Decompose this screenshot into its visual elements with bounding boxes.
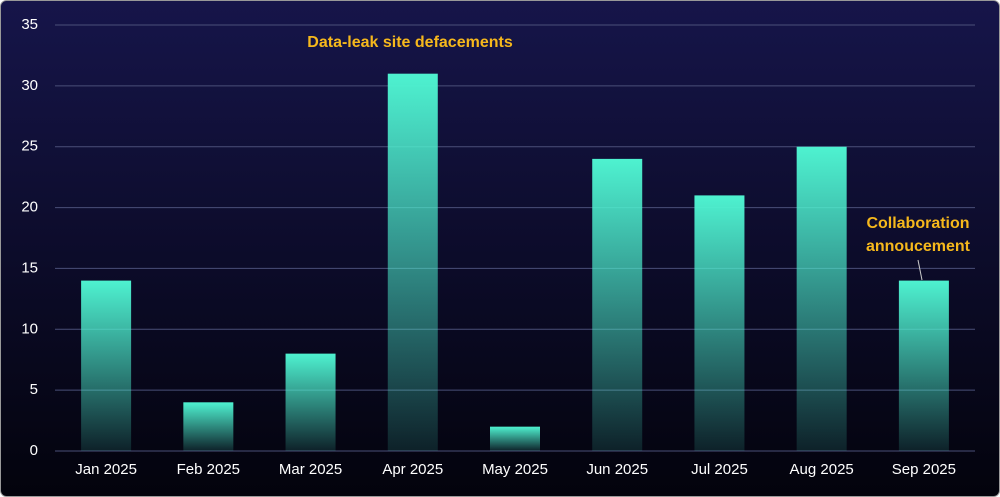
- bar: [490, 426, 540, 451]
- annotation: Collaboration: [866, 215, 969, 232]
- x-tick-label: Jul 2025: [691, 461, 748, 478]
- y-tick-label: 30: [21, 77, 38, 94]
- annotation: Data-leak site defacements: [307, 34, 513, 51]
- annotation: annoucement: [866, 238, 971, 255]
- bar: [796, 146, 847, 451]
- bar: [183, 402, 234, 451]
- y-tick-label: 5: [30, 381, 38, 398]
- x-tick-label: Feb 2025: [177, 461, 240, 478]
- bar: [285, 353, 336, 451]
- x-tick-label: Apr 2025: [382, 461, 443, 478]
- bar: [898, 280, 949, 451]
- x-tick-label: Aug 2025: [790, 461, 854, 478]
- y-tick-label: 20: [21, 199, 38, 216]
- x-tick-label: Jun 2025: [586, 461, 648, 478]
- x-tick-label: Mar 2025: [279, 461, 342, 478]
- x-tick-label: Jan 2025: [75, 461, 137, 478]
- x-tick-label: Sep 2025: [892, 461, 956, 478]
- bar: [81, 280, 132, 451]
- y-tick-label: 15: [21, 259, 38, 276]
- y-tick-label: 0: [30, 442, 38, 459]
- annotation-pointer: [917, 259, 923, 281]
- bar: [694, 195, 745, 451]
- bar: [387, 73, 438, 451]
- y-tick-label: 25: [21, 138, 38, 155]
- y-tick-label: 10: [21, 320, 38, 337]
- bar: [592, 158, 643, 451]
- x-tick-label: May 2025: [482, 461, 548, 478]
- y-tick-label: 35: [21, 16, 38, 33]
